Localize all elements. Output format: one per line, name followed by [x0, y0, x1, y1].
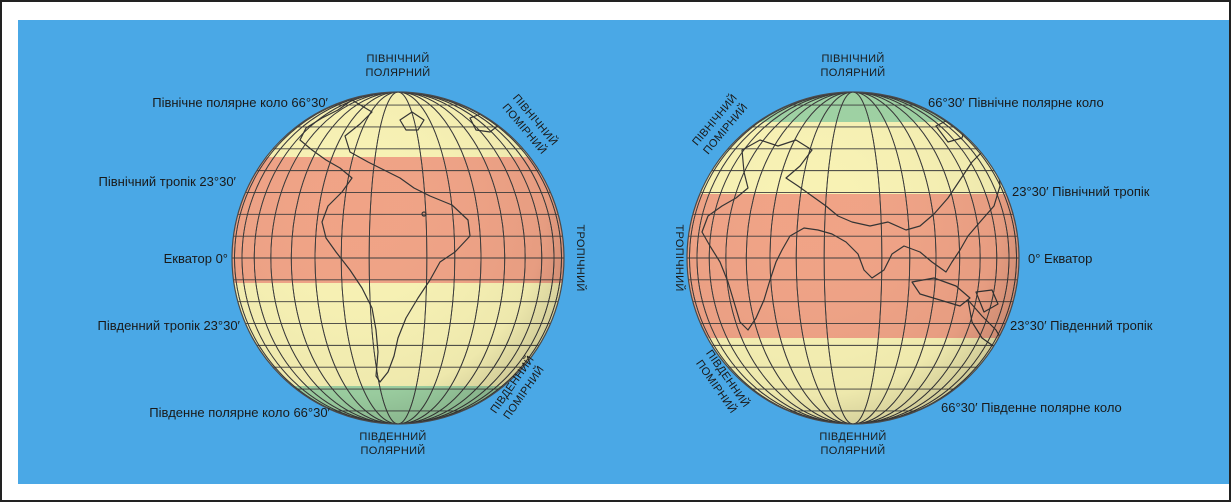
north-polar-zone-label-2: ПОЛЯРНИЙ — [366, 66, 431, 79]
tropic-capricorn-label: 23°30′ Південний тропік — [1010, 318, 1153, 333]
antarctic-circle-label: Південне полярне коло 66°30′ — [149, 405, 330, 420]
arctic-circle-label: 66°30′ Північне полярне коло — [928, 95, 1104, 110]
arctic-circle-label: Північне полярне коло 66°30′ — [152, 95, 328, 110]
tropical-zone-label: ТРОПІЧНИЙ — [673, 224, 686, 291]
south-polar-zone-label-2: ПОЛЯРНИЙ — [361, 444, 426, 457]
globe-shading — [232, 92, 564, 424]
globe-outline — [686, 91, 1020, 425]
globe-outline — [231, 91, 565, 425]
north-polar-zone-label-2: ПОЛЯРНИЙ — [821, 66, 886, 79]
north-polar-zone-label: ПІВНІЧНИЙ — [366, 52, 429, 65]
tropical-zone-label: ТРОПІЧНИЙ — [574, 224, 587, 291]
antarctic-circle-label: 66°30′ Південне полярне коло — [941, 400, 1122, 415]
equator-label: 0° Екватор — [1028, 251, 1092, 266]
ocean-background — [18, 20, 1231, 484]
equator-label: Екватор 0° — [164, 251, 228, 266]
tropic-cancer-label: 23°30′ Північний тропік — [1012, 184, 1150, 199]
south-polar-zone-label-2: ПОЛЯРНИЙ — [821, 444, 886, 457]
tropic-cancer-label: Північний тропік 23°30′ — [99, 174, 237, 189]
south-polar-zone-label: ПІВДЕННИЙ — [359, 430, 426, 443]
north-polar-zone-label: ПІВНІЧНИЙ — [821, 52, 884, 65]
south-polar-zone-label: ПІВДЕННИЙ — [819, 430, 886, 443]
globe-shading — [687, 92, 1019, 424]
tropic-capricorn-label: Південний тропік 23°30′ — [98, 318, 241, 333]
